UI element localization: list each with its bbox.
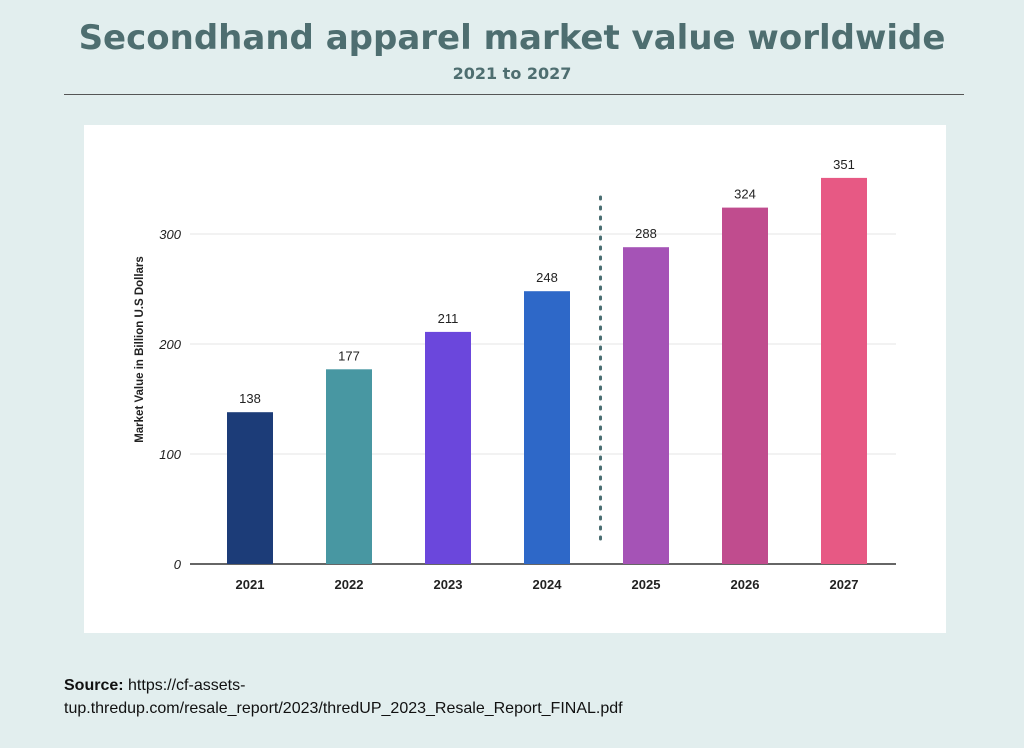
x-tick-label-2024: 2024: [533, 577, 563, 592]
bar-2024: [524, 291, 570, 564]
source-url-part1: https://cf-assets-: [128, 677, 246, 694]
x-tick-label-2023: 2023: [434, 577, 463, 592]
bar-2023: [425, 331, 471, 564]
bar-2026: [722, 207, 768, 564]
source-note: Source: https://cf-assets- tup.thredup.c…: [64, 674, 964, 720]
y-axis-label: Market Value in Billion U.S Dollars: [134, 256, 146, 443]
chart-title: Secondhand apparel market value worldwid…: [78, 18, 946, 58]
x-tick-label-2027: 2027: [830, 577, 859, 592]
bar-2027: [821, 177, 867, 564]
bar-2025: [623, 247, 669, 564]
x-tick-label-2022: 2022: [335, 577, 364, 592]
title-divider: [64, 94, 964, 95]
source-url-part2: tup.thredup.com/resale_report/2023/thred…: [64, 700, 623, 717]
bar-2021: [227, 412, 273, 564]
value-label-2025: 288: [635, 226, 657, 241]
bar-2022: [326, 369, 372, 564]
x-tick-label-2025: 2025: [632, 577, 661, 592]
value-label-2023: 211: [438, 311, 459, 326]
value-label-2026: 324: [734, 187, 756, 202]
chart-card: 0 100 200 300 Market Value in Billion U.S Do…: [84, 125, 946, 633]
x-tick-label-2026: 2026: [731, 577, 760, 592]
value-label-2024: 248: [536, 270, 558, 285]
bar-chart: 0 100 200 300 Market Value in Billion U.S Do…: [134, 157, 896, 592]
value-label-2027: 351: [833, 157, 855, 172]
chart-subtitle: 2021 to 2027: [452, 64, 572, 83]
y-tick-label-200: 200: [158, 337, 181, 352]
value-label-2021: 138: [239, 391, 261, 406]
source-label: Source:: [64, 677, 124, 694]
y-tick-label-300: 300: [159, 227, 181, 242]
x-tick-label-2021: 2021: [236, 577, 265, 592]
value-label-2022: 177: [338, 348, 360, 363]
y-tick-label-100: 100: [159, 447, 181, 462]
y-tick-label-0: 0: [174, 557, 182, 572]
